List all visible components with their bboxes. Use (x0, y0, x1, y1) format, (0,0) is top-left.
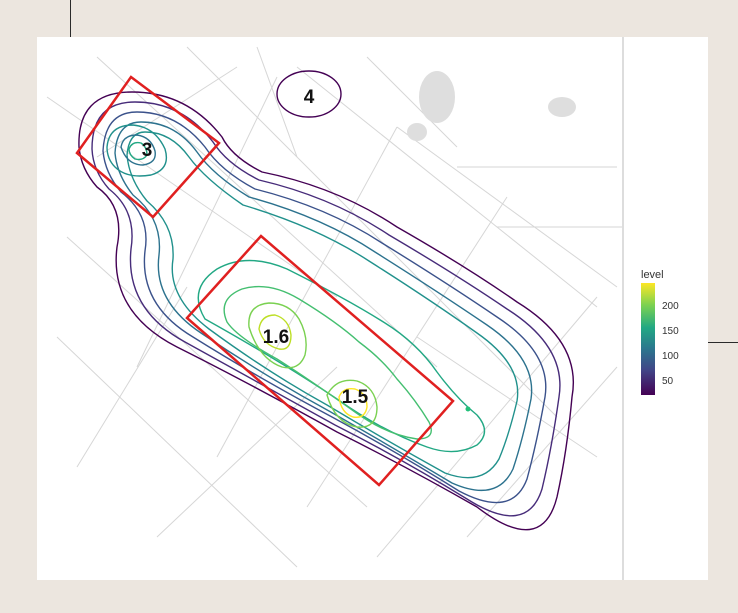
basemap-streets (46, 46, 622, 568)
legend-tick-100: 100 (662, 351, 679, 362)
contour-level-8b (326, 379, 378, 428)
contour-level-10 (106, 124, 168, 177)
map-panel: 3 4 1.6 1.5 level 200 150 100 50 (37, 37, 708, 580)
level-legend: level 200 150 100 50 (641, 269, 701, 399)
contour-level-2 (91, 101, 561, 517)
zone-label-1-6: 1.6 (263, 327, 289, 348)
hotspot-box-1 (185, 234, 455, 487)
legend-tick-200: 200 (662, 301, 679, 312)
contour-level-9 (258, 314, 292, 350)
contour-level-5 (126, 131, 519, 479)
contour-level-12 (128, 141, 148, 161)
contour-level-11 (120, 134, 156, 166)
legend-colorbar (641, 283, 655, 395)
frame-line-top (70, 0, 71, 38)
contour-level-8 (248, 302, 307, 369)
basemap-water (407, 71, 576, 141)
hotspot-boxes (75, 75, 455, 487)
zone-label-4: 4 (304, 87, 315, 108)
contour-level-3 (102, 111, 547, 504)
frame-line-right (708, 342, 738, 343)
zone-label-1-5: 1.5 (342, 387, 369, 408)
contour-level-1 (78, 91, 574, 531)
density-peak-dot (465, 406, 471, 412)
contour-level-9b (338, 387, 368, 418)
hotspot-box-3 (75, 75, 221, 219)
density-contours (78, 70, 574, 531)
contour-level-7 (223, 285, 432, 440)
contour-zone-4 (276, 70, 342, 118)
density-map: 3 4 1.6 1.5 (46, 37, 624, 580)
zone-label-3: 3 (142, 140, 153, 161)
legend-title: level (641, 269, 664, 281)
zone-labels: 3 4 1.6 1.5 (142, 87, 369, 408)
legend-tick-50: 50 (662, 376, 674, 387)
contour-level-4 (114, 121, 533, 492)
legend-tick-150: 150 (662, 326, 679, 337)
